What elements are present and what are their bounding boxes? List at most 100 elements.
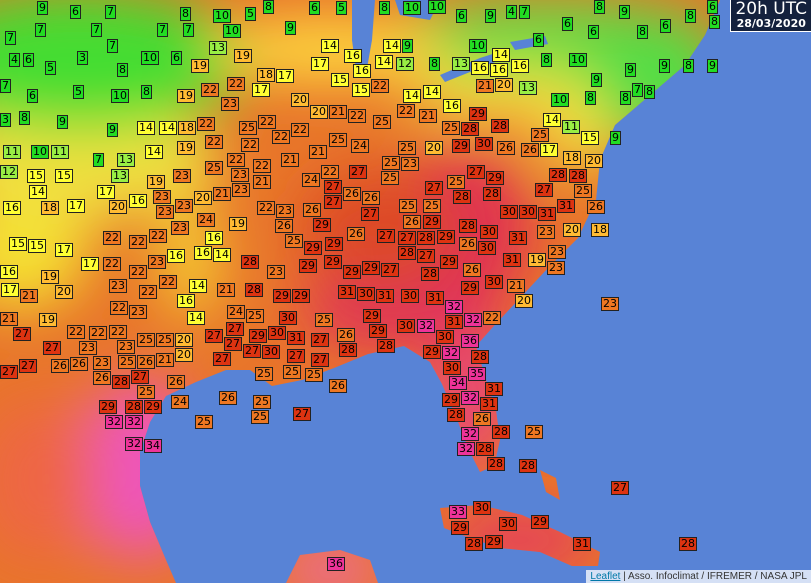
station-temperature-label[interactable]: 25 — [531, 128, 549, 142]
station-temperature-label[interactable]: 22 — [109, 325, 127, 339]
station-temperature-label[interactable]: 7 — [0, 79, 11, 93]
station-temperature-label[interactable]: 7 — [5, 31, 16, 45]
station-temperature-label[interactable]: 8 — [620, 91, 631, 105]
station-temperature-label[interactable]: 20 — [109, 200, 127, 214]
station-temperature-label[interactable]: 25 — [255, 367, 273, 381]
station-temperature-label[interactable]: 28 — [492, 425, 510, 439]
station-temperature-label[interactable]: 26 — [587, 200, 605, 214]
station-temperature-label[interactable]: 32 — [442, 346, 460, 360]
station-temperature-label[interactable]: 20 — [515, 294, 533, 308]
station-temperature-label[interactable]: 15 — [331, 73, 349, 87]
station-temperature-label[interactable]: 14 — [423, 85, 441, 99]
station-temperature-label[interactable]: 25 — [305, 368, 323, 382]
station-temperature-label[interactable]: 9 — [402, 39, 413, 53]
station-temperature-label[interactable]: 24 — [351, 139, 369, 153]
station-temperature-label[interactable]: 9 — [591, 73, 602, 87]
station-temperature-label[interactable]: 28 — [459, 219, 477, 233]
station-temperature-label[interactable]: 23 — [117, 340, 135, 354]
station-temperature-label[interactable]: 4 — [506, 5, 517, 19]
station-temperature-label[interactable]: 15 — [55, 169, 73, 183]
station-temperature-label[interactable]: 27 — [13, 327, 31, 341]
station-temperature-label[interactable]: 6 — [588, 25, 599, 39]
station-temperature-label[interactable]: 13 — [519, 81, 537, 95]
station-temperature-label[interactable]: 27 — [205, 329, 223, 343]
station-temperature-label[interactable]: 9 — [285, 21, 296, 35]
station-temperature-label[interactable]: 8 — [709, 15, 720, 29]
station-temperature-label[interactable]: 13 — [209, 41, 227, 55]
station-temperature-label[interactable]: 10 — [223, 24, 241, 38]
station-temperature-label[interactable]: 15 — [581, 131, 599, 145]
station-temperature-label[interactable]: 25 — [246, 309, 264, 323]
station-temperature-label[interactable]: 7 — [105, 5, 116, 19]
station-temperature-label[interactable]: 21 — [156, 353, 174, 367]
station-temperature-label[interactable]: 31 — [503, 253, 521, 267]
station-temperature-label[interactable]: 20 — [55, 285, 73, 299]
station-temperature-label[interactable]: 14 — [403, 89, 421, 103]
station-temperature-label[interactable]: 29 — [451, 521, 469, 535]
station-temperature-label[interactable]: 7 — [35, 23, 46, 37]
station-temperature-label[interactable]: 27 — [417, 249, 435, 263]
station-temperature-label[interactable]: 25 — [239, 121, 257, 135]
station-temperature-label[interactable]: 28 — [519, 459, 537, 473]
station-temperature-label[interactable]: 30 — [499, 517, 517, 531]
station-temperature-label[interactable]: 27 — [467, 165, 485, 179]
station-temperature-label[interactable]: 23 — [148, 255, 166, 269]
station-temperature-label[interactable]: 30 — [478, 241, 496, 255]
station-temperature-label[interactable]: 23 — [79, 341, 97, 355]
station-temperature-label[interactable]: 22 — [103, 231, 121, 245]
station-temperature-label[interactable]: 16 — [344, 49, 362, 63]
station-temperature-label[interactable]: 22 — [291, 123, 309, 137]
station-temperature-label[interactable]: 8 — [685, 9, 696, 23]
station-temperature-label[interactable]: 17 — [67, 199, 85, 213]
station-temperature-label[interactable]: 6 — [707, 0, 718, 14]
station-temperature-label[interactable]: 26 — [303, 203, 321, 217]
station-temperature-label[interactable]: 22 — [227, 153, 245, 167]
station-temperature-label[interactable]: 29 — [313, 218, 331, 232]
station-temperature-label[interactable]: 25 — [423, 199, 441, 213]
station-temperature-label[interactable]: 22 — [129, 265, 147, 279]
station-temperature-label[interactable]: 7 — [107, 39, 118, 53]
station-temperature-label[interactable]: 25 — [442, 121, 460, 135]
station-temperature-label[interactable]: 8 — [429, 57, 440, 71]
station-temperature-label[interactable]: 8 — [180, 7, 191, 21]
station-temperature-label[interactable]: 21 — [213, 187, 231, 201]
station-temperature-label[interactable]: 13 — [111, 169, 129, 183]
station-temperature-label[interactable]: 10 — [403, 1, 421, 15]
station-temperature-label[interactable]: 26 — [275, 219, 293, 233]
station-temperature-label[interactable]: 20 — [175, 333, 193, 347]
station-temperature-label[interactable]: 28 — [465, 537, 483, 551]
station-temperature-label[interactable]: 21 — [217, 283, 235, 297]
station-temperature-label[interactable]: 23 — [129, 305, 147, 319]
station-temperature-label[interactable]: 9 — [610, 131, 621, 145]
station-temperature-label[interactable]: 9 — [485, 9, 496, 23]
station-temperature-label[interactable]: 28 — [398, 246, 416, 260]
station-temperature-label[interactable]: 28 — [569, 169, 587, 183]
station-temperature-label[interactable]: 27 — [243, 344, 261, 358]
station-temperature-label[interactable]: 28 — [417, 231, 435, 245]
station-temperature-label[interactable]: 22 — [253, 159, 271, 173]
station-temperature-label[interactable]: 29 — [486, 171, 504, 185]
station-temperature-label[interactable]: 5 — [336, 1, 347, 15]
station-temperature-label[interactable]: 10 — [141, 51, 159, 65]
station-temperature-label[interactable]: 8 — [637, 25, 648, 39]
station-temperature-label[interactable]: 19 — [191, 59, 209, 73]
station-temperature-label[interactable]: 26 — [463, 263, 481, 277]
station-temperature-label[interactable]: 22 — [371, 79, 389, 93]
station-temperature-label[interactable]: 8 — [594, 0, 605, 14]
station-temperature-label[interactable]: 25 — [251, 410, 269, 424]
station-temperature-label[interactable]: 7 — [157, 23, 168, 37]
station-temperature-label[interactable]: 29 — [440, 255, 458, 269]
station-temperature-label[interactable]: 16 — [353, 64, 371, 78]
station-temperature-label[interactable]: 16 — [443, 99, 461, 113]
station-temperature-label[interactable]: 20 — [425, 141, 443, 155]
station-temperature-label[interactable]: 35 — [468, 367, 486, 381]
station-temperature-label[interactable]: 32 — [417, 319, 435, 333]
station-temperature-label[interactable]: 27 — [535, 183, 553, 197]
station-temperature-label[interactable]: 28 — [679, 537, 697, 551]
station-temperature-label[interactable]: 22 — [201, 83, 219, 97]
station-temperature-label[interactable]: 26 — [459, 237, 477, 251]
station-temperature-label[interactable]: 21 — [476, 79, 494, 93]
station-temperature-label[interactable]: 13 — [452, 57, 470, 71]
station-temperature-label[interactable]: 32 — [461, 427, 479, 441]
station-temperature-label[interactable]: 26 — [403, 215, 421, 229]
